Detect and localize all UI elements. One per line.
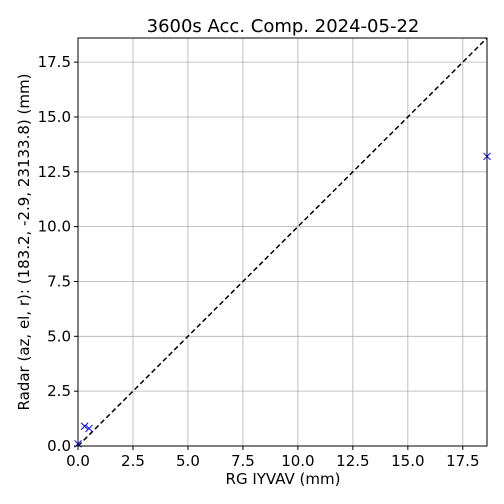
- x-ticks: 0.0 2.5 5.0 7.5 10.0 12.5 15.0 17.5: [66, 446, 480, 470]
- plot-frame: [77, 37, 488, 447]
- y-tick-label: 2.5: [47, 382, 71, 400]
- x-tick-label: 0.0: [66, 452, 90, 470]
- y-tick-label: 0.0: [47, 437, 71, 455]
- x-tick-label: 5.0: [176, 452, 200, 470]
- y-ticks: 0.0 2.5 5.0 7.5 10.0 12.5 15.0 17.5: [38, 53, 78, 455]
- y-tick-label: 12.5: [38, 163, 71, 181]
- x-tick-label: 10.0: [281, 452, 314, 470]
- x-tick-label: 17.5: [446, 452, 479, 470]
- x-axis-label: RG IYVAV (mm): [226, 470, 341, 488]
- y-tick-label: 17.5: [38, 53, 71, 71]
- chart-title: 3600s Acc. Comp. 2024-05-22: [147, 16, 420, 37]
- reference-line: [77, 37, 488, 447]
- y-tick-label: 7.5: [47, 272, 71, 290]
- y-tick-label: 10.0: [38, 218, 71, 236]
- data-point: [80, 422, 89, 431]
- x-tick-label: 7.5: [231, 452, 255, 470]
- y-tick-label: 15.0: [38, 108, 71, 126]
- data-points: [74, 152, 491, 448]
- identity-line: [77, 37, 488, 447]
- x-tick-label: 2.5: [121, 452, 145, 470]
- y-tick-label: 5.0: [47, 327, 71, 345]
- y-axis-label: Radar (az, el, r): (183.2, -2.9, 23133.8…: [15, 74, 33, 411]
- x-tick-label: 15.0: [391, 452, 424, 470]
- data-point: [85, 424, 93, 433]
- grid-lines: [77, 38, 487, 447]
- x-tick-label: 12.5: [336, 452, 369, 470]
